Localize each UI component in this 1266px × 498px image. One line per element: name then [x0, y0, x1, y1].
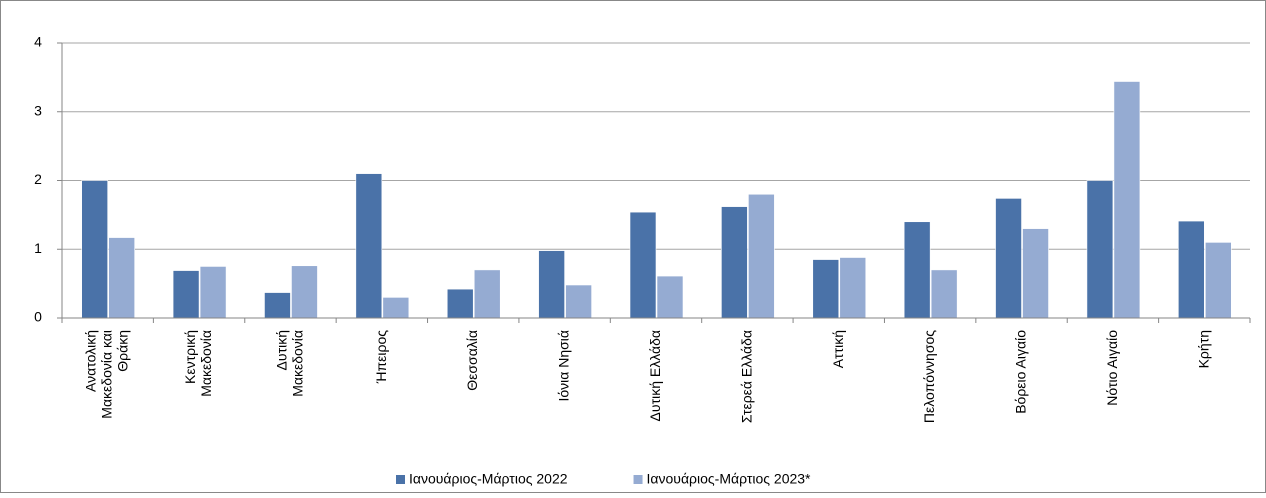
x-tick-label: Βόρειο Αιγαίο	[1012, 330, 1028, 414]
x-tick-label: Νότιο Αιγαίο	[1104, 330, 1120, 406]
x-tick-label: Ήπειρος	[373, 330, 389, 384]
x-tick-label: Κρήτη	[1195, 330, 1211, 368]
bar	[291, 265, 318, 319]
y-tick-label: 0	[34, 309, 42, 325]
y-tick-label: 2	[34, 171, 42, 187]
x-tick-label: Στερεά Ελλάδα	[738, 330, 754, 423]
bar	[473, 269, 501, 319]
x-tick-label: Πελοπόννησος	[921, 330, 937, 423]
x-tick-label: ΚεντρικήΜακεδονία	[182, 330, 214, 397]
bar	[172, 270, 200, 319]
bar	[446, 288, 474, 319]
bar	[264, 292, 291, 319]
bar	[629, 211, 657, 319]
bar	[108, 237, 135, 319]
bar	[1022, 228, 1049, 319]
bar	[199, 266, 227, 319]
y-tick-label: 3	[34, 102, 42, 118]
bar	[538, 250, 565, 319]
legend-label: Ιανουάριος-Μάρτιος 2022	[409, 471, 568, 487]
legend-swatch	[633, 475, 643, 484]
y-tick-label: 1	[34, 240, 42, 256]
legend-swatch	[396, 475, 405, 484]
x-tick-label: Δυτική Ελλάδα	[647, 330, 663, 421]
bar	[1113, 81, 1141, 319]
bar	[748, 193, 775, 319]
y-tick-label: 4	[34, 34, 42, 50]
bar	[81, 180, 108, 319]
x-tick-label: ΑνατολικήΜακεδονία καιΘράκη	[82, 330, 130, 419]
bar	[839, 257, 867, 319]
bar	[1086, 180, 1114, 319]
bar	[903, 221, 931, 319]
bar	[565, 284, 592, 319]
bar	[812, 259, 840, 319]
bar	[995, 198, 1022, 319]
bar	[656, 275, 684, 319]
x-tick-label: Ιόνια Νησιά	[555, 330, 571, 402]
x-tick-label: ΔυτικήΜακεδονία	[273, 330, 305, 397]
bar	[355, 173, 383, 319]
bar	[382, 297, 410, 319]
bar	[1178, 220, 1205, 319]
bar	[721, 206, 748, 319]
x-tick-label: Θεσσαλία	[464, 330, 480, 391]
legend-label: Ιανουάριος-Μάρτιος 2023*	[647, 471, 812, 487]
bar	[1205, 242, 1232, 319]
x-tick-label: Αττική	[829, 330, 845, 368]
bar	[930, 269, 958, 319]
